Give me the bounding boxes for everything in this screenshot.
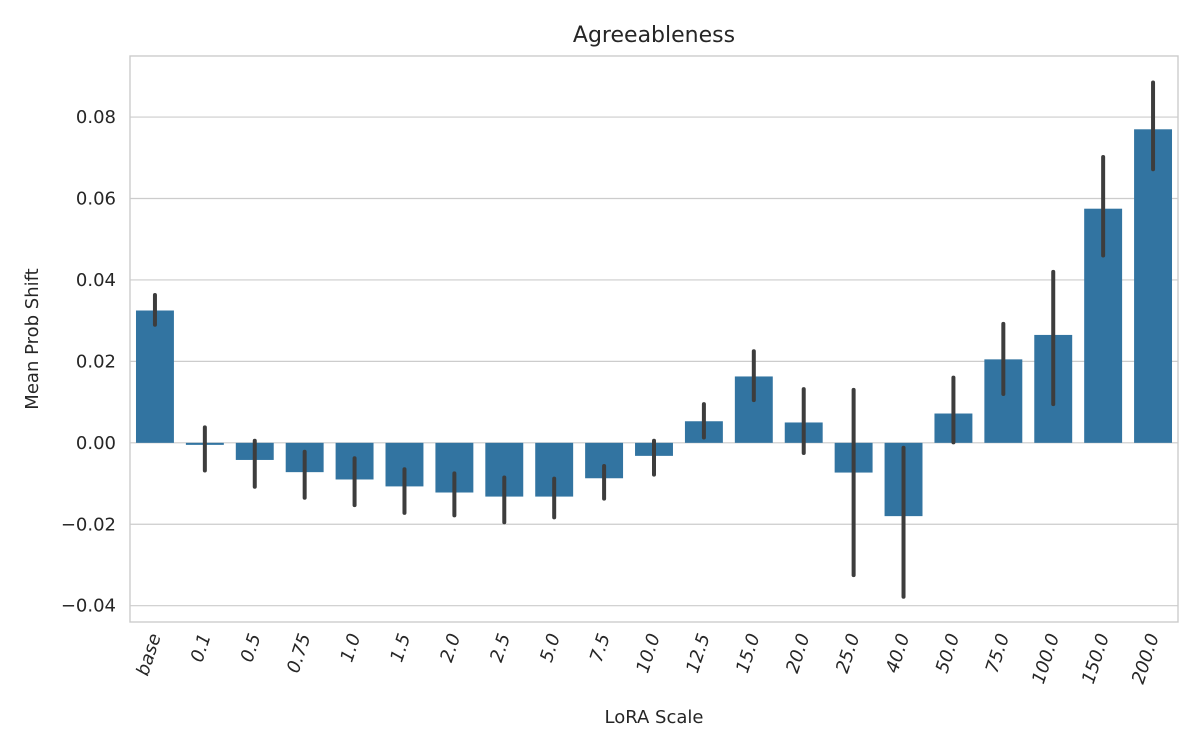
y-tick-label: 0.02 (76, 351, 116, 372)
x-tick-label: 5.0 (536, 631, 565, 665)
y-tick-label: 0.00 (76, 433, 116, 454)
x-tick-label: 2.0 (436, 631, 465, 665)
x-tick-label: 20.0 (782, 631, 814, 676)
x-tick-label: 100.0 (1028, 631, 1064, 686)
x-tick-label: 1.5 (386, 631, 415, 665)
x-tick-label: 0.5 (237, 631, 266, 665)
y-tick-label: 0.06 (76, 189, 116, 210)
y-tick-label: 0.04 (76, 270, 116, 291)
x-tick-label: 12.5 (682, 631, 714, 676)
y-tick-labels: −0.04 −0.02 0.00 0.02 0.04 0.06 0.08 (61, 107, 116, 617)
x-tick-label: 2.5 (486, 631, 515, 665)
x-tick-label: 25.0 (832, 631, 864, 676)
x-tick-label: base (132, 631, 165, 678)
bar (135, 310, 174, 443)
x-tick-label: 7.5 (586, 631, 615, 665)
x-tick-labels: base 0.1 0.5 0.75 1.0 1.5 2.0 2.5 5.0 7.5 10.0 12.5… (132, 631, 1163, 686)
x-tick-label: 10.0 (632, 631, 664, 676)
x-tick-label: 200.0 (1128, 631, 1164, 686)
y-tick-label: −0.04 (61, 596, 116, 617)
y-tick-label: −0.02 (61, 514, 116, 535)
plot-frame (129, 55, 1179, 623)
x-tick-label: 15.0 (732, 631, 764, 676)
x-tick-label: 75.0 (982, 631, 1014, 676)
x-tick-label: 150.0 (1078, 631, 1114, 686)
x-tick-label: 0.1 (187, 631, 216, 665)
error-bars (152, 80, 1156, 599)
y-axis-label: Mean Prob Shift (22, 268, 43, 409)
x-tick-label: 40.0 (882, 631, 914, 676)
y-tick-label: 0.08 (76, 107, 116, 128)
x-tick-label: 50.0 (932, 631, 964, 676)
chart-title: Agreeableness (573, 23, 735, 48)
x-axis-label: LoRA Scale (605, 707, 704, 728)
x-tick-label: 1.0 (337, 631, 366, 665)
bar (1134, 129, 1173, 443)
x-tick-label: 0.75 (283, 631, 315, 676)
